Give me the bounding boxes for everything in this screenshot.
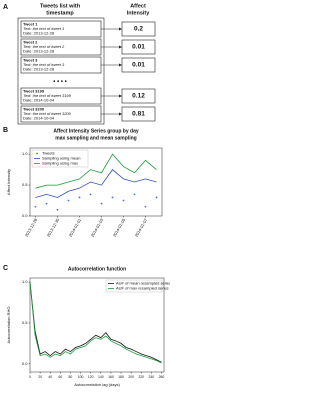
legend-label: Tweets bbox=[42, 151, 55, 156]
x-tick-label: 80 bbox=[69, 375, 73, 379]
value-box bbox=[121, 21, 156, 37]
series-line bbox=[29, 282, 162, 364]
tweet-point bbox=[56, 208, 59, 211]
panel-label: B bbox=[3, 127, 8, 134]
tweet-name: Tweet 3 bbox=[23, 58, 38, 63]
x-tick-label: 140 bbox=[98, 375, 104, 379]
tweet-point bbox=[34, 205, 37, 208]
tweet-name: Tweet 2 bbox=[23, 40, 38, 45]
value: 0.81 bbox=[132, 111, 145, 118]
series-line bbox=[35, 153, 157, 189]
tweet-text: Text: the text of tweet 3 bbox=[23, 62, 65, 67]
series-line bbox=[29, 282, 162, 363]
tweet-text: Text: the text of tweet 3200 bbox=[23, 111, 72, 116]
chart-title: max sampling and mean sampling bbox=[55, 135, 136, 141]
panel-label: C bbox=[3, 265, 8, 272]
tweet-point bbox=[45, 202, 48, 205]
legend-box bbox=[105, 279, 163, 293]
value-box bbox=[121, 88, 156, 104]
y-axis-label: Affect Intensity bbox=[6, 169, 11, 195]
x-tick-label: 20 bbox=[38, 375, 42, 379]
ellipsis: • • • • bbox=[53, 80, 66, 86]
legend-box bbox=[31, 149, 89, 168]
tweet-name: Tweet 3200 bbox=[23, 107, 45, 112]
x-tick-label: 2014-01-07 bbox=[134, 217, 149, 238]
legend-label: AUF of mean resampled series bbox=[116, 281, 170, 286]
value: 0.01 bbox=[132, 44, 145, 51]
legend-label: Sampling using mean bbox=[42, 156, 80, 161]
arrow-head bbox=[119, 112, 122, 116]
value-box bbox=[121, 57, 156, 73]
chart-title: Affect Intensity Series group by day bbox=[53, 128, 139, 134]
x-tick-label: 100 bbox=[78, 375, 84, 379]
arrow-head bbox=[119, 45, 122, 49]
tweet-name: Tweet 1 bbox=[23, 22, 38, 27]
x-tick-label: 200 bbox=[128, 375, 134, 379]
tweet-point bbox=[144, 205, 147, 208]
x-tick-label: 160 bbox=[108, 375, 114, 379]
value-box bbox=[121, 39, 156, 55]
series-line bbox=[35, 169, 157, 198]
value-box bbox=[121, 106, 156, 122]
y-tick-label: 0.5 bbox=[22, 320, 28, 325]
chart-title: Autocorrelation function bbox=[68, 266, 126, 272]
tweet-text: Text: the text of tweet 2 bbox=[23, 44, 65, 49]
y-tick-label: 1.0 bbox=[22, 279, 28, 284]
header: timestamp bbox=[46, 10, 74, 16]
tweet-text: Text: the text of tweet 3199 bbox=[23, 93, 72, 98]
tweet-point bbox=[155, 196, 158, 199]
x-tick-label: 240 bbox=[149, 375, 155, 379]
x-tick-label: 2013-12-28 bbox=[24, 217, 39, 238]
figure: A Tweets list with timestamp Affect Inte… bbox=[3, 3, 170, 387]
tweet-date: Date: 2013-12-28 bbox=[23, 31, 55, 36]
header: Tweets list with bbox=[40, 3, 81, 9]
y-tick-label: 0.0 bbox=[22, 213, 28, 218]
x-tick-label: 2014-01-03 bbox=[90, 217, 105, 238]
legend-label: AUF of max resampled series bbox=[116, 286, 169, 291]
tweet-point bbox=[89, 193, 92, 196]
plot-frame bbox=[29, 277, 165, 373]
x-tick-label: 2014-01-05 bbox=[112, 217, 127, 238]
x-tick-label: 120 bbox=[88, 375, 94, 379]
x-axis-label: Autocorrelation lag (days) bbox=[74, 382, 120, 387]
arrow-head bbox=[119, 27, 122, 31]
tweet-point bbox=[122, 199, 125, 202]
x-tick-label: 2014-01-01 bbox=[68, 217, 83, 238]
tweet-point bbox=[100, 202, 103, 205]
y-tick-label: 0.5 bbox=[22, 182, 28, 187]
tweet-point bbox=[67, 199, 70, 202]
tweet-date: Date: 2014-10-04 bbox=[23, 98, 55, 103]
x-tick-label: 0 bbox=[29, 375, 31, 379]
y-tick-label: 0.0 bbox=[22, 361, 28, 366]
tweet-point bbox=[111, 196, 114, 199]
value: 0.01 bbox=[132, 62, 145, 69]
tweet-name: Tweet 3199 bbox=[23, 89, 45, 94]
tweet-point bbox=[78, 196, 81, 199]
y-axis-label: Autocorrelation RHO bbox=[6, 307, 11, 344]
value: 0.12 bbox=[132, 93, 145, 100]
legend-swatch bbox=[36, 152, 38, 155]
x-tick-label: 40 bbox=[48, 375, 52, 379]
tweet-date: Date: 2013-12-28 bbox=[23, 67, 55, 72]
panel-label: A bbox=[3, 4, 8, 11]
arrow-head bbox=[119, 63, 122, 67]
header: Intensity bbox=[127, 10, 151, 16]
tweet-point bbox=[133, 193, 136, 196]
plot-frame bbox=[29, 147, 163, 217]
x-tick-label: 60 bbox=[58, 375, 62, 379]
legend-label: Sampling using max bbox=[42, 161, 78, 166]
arrow-head bbox=[119, 94, 122, 98]
tweet-date: Date: 2013-12-28 bbox=[23, 49, 55, 54]
y-tick-label: 1.0 bbox=[22, 151, 28, 156]
tweet-text: Text: the text of tweet 1 bbox=[23, 26, 64, 31]
x-tick-label: 2013-12-30 bbox=[46, 217, 61, 238]
x-tick-label: 180 bbox=[118, 375, 124, 379]
x-tick-label: 220 bbox=[138, 375, 144, 379]
value: 0.2 bbox=[134, 26, 143, 33]
x-tick-label: 260 bbox=[159, 375, 165, 379]
header: Affect bbox=[130, 3, 146, 9]
tweet-date: Date: 2014-10-04 bbox=[23, 116, 55, 121]
